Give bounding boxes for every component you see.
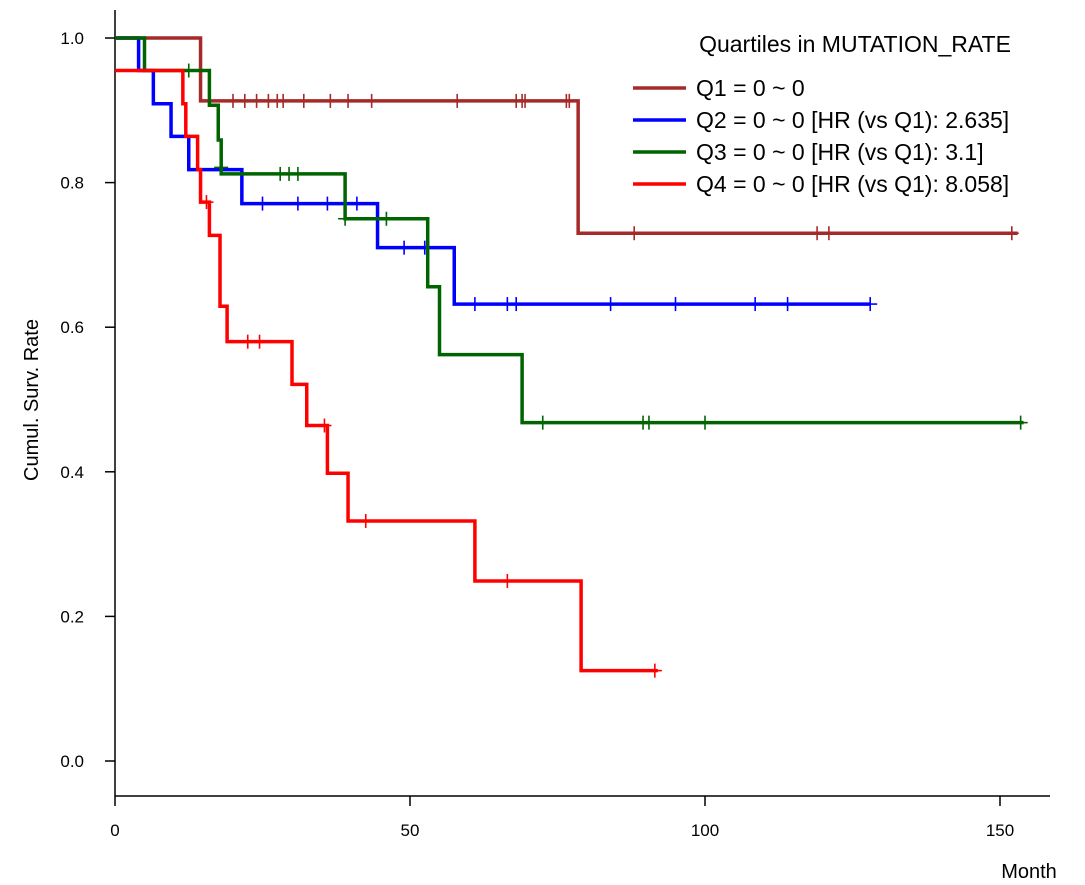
legend-label-q3: Q3 = 0 ~ 0 [HR (vs Q1): 3.1]	[696, 139, 984, 165]
series-q1-line	[115, 36, 1018, 235]
x-tick-label: 100	[691, 821, 719, 840]
series-layer	[115, 36, 1028, 678]
y-tick-label: 0.2	[60, 607, 84, 626]
y-tick-label: 0.4	[60, 463, 84, 482]
legend-label-q1: Q1 = 0 ~ 0	[696, 75, 805, 101]
series-q1	[115, 36, 1019, 241]
y-axis: 0.0 0.2 0.4 0.6 0.8 1.0	[60, 10, 116, 796]
y-tick-label: 1.0	[60, 29, 84, 48]
y-tick-label: 0.8	[60, 174, 84, 193]
y-tick-label: 0.6	[60, 318, 84, 337]
legend-title: Quartiles in MUTATION_RATE	[699, 31, 1011, 57]
x-tick-label: 150	[986, 821, 1014, 840]
x-axis: 0 50 100 150	[110, 795, 1050, 840]
legend-label-q4: Q4 = 0 ~ 0 [HR (vs Q1): 8.058]	[696, 171, 1009, 197]
y-axis-label: Cumul. Surv. Rate	[21, 319, 43, 481]
legend-label-q2: Q2 = 0 ~ 0 [HR (vs Q1): 2.635]	[696, 107, 1009, 133]
x-tick-label: 0	[110, 821, 119, 840]
series-q4-line	[115, 68, 658, 673]
legend: Quartiles in MUTATION_RATE Q1 = 0 ~ 0 Q2 …	[633, 31, 1011, 197]
series-q4	[115, 68, 662, 678]
y-tick-label: 0.0	[60, 752, 84, 771]
x-tick-label: 50	[401, 821, 420, 840]
x-axis-label: Month	[1001, 861, 1057, 883]
